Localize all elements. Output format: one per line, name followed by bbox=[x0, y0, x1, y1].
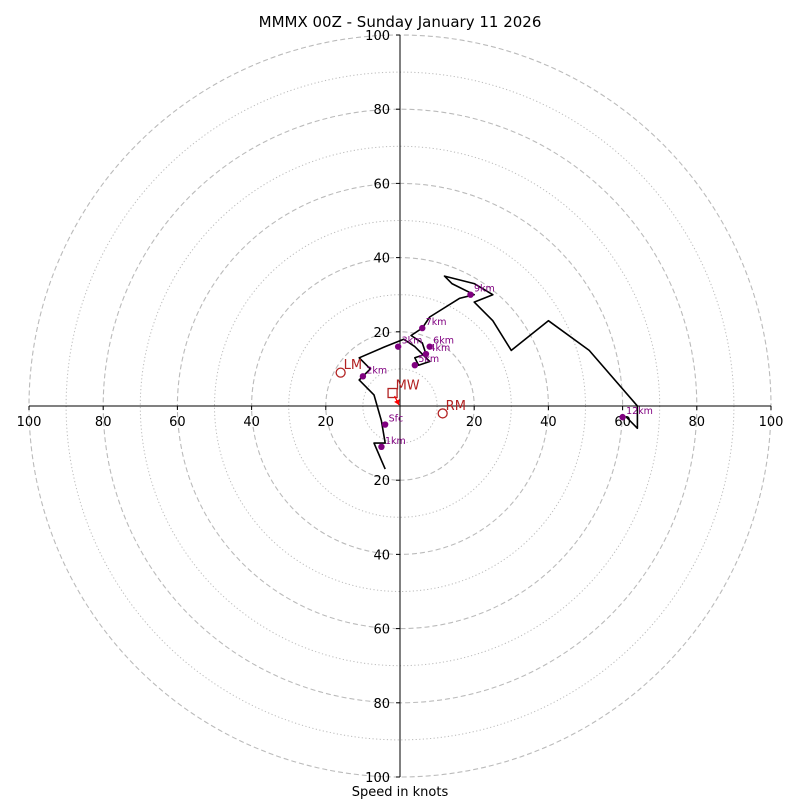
height-marker-point bbox=[394, 343, 402, 350]
storm-motion-label: LM bbox=[344, 358, 362, 373]
x-tick-label: 20 bbox=[318, 415, 335, 430]
y-tick-label: 100 bbox=[365, 771, 390, 786]
storm-motion-marker bbox=[387, 387, 398, 399]
height-marker-label: 9km bbox=[474, 284, 495, 295]
y-tick-label: 60 bbox=[373, 177, 390, 192]
storm-motion-marker bbox=[335, 367, 346, 378]
height-marker-label: 2km bbox=[366, 365, 387, 376]
height-marker-label: Sfc bbox=[389, 414, 404, 425]
x-axis-label: Speed in knots bbox=[352, 785, 449, 800]
storm-motion-marker bbox=[437, 408, 448, 419]
y-tick-label: 40 bbox=[373, 252, 390, 267]
height-marker-point bbox=[359, 373, 367, 380]
height-marker-label: 5km bbox=[418, 354, 439, 365]
height-marker-point bbox=[381, 421, 389, 428]
y-tick-label: 20 bbox=[373, 326, 390, 341]
height-marker-point bbox=[426, 343, 433, 350]
x-tick-label: 40 bbox=[243, 415, 260, 430]
height-marker-label: 6km bbox=[433, 336, 454, 347]
height-marker-point bbox=[619, 413, 626, 421]
height-marker-point bbox=[422, 350, 430, 358]
y-tick-label: 60 bbox=[373, 623, 390, 638]
y-tick-label: 100 bbox=[365, 29, 390, 44]
y-tick-label: 80 bbox=[373, 697, 390, 712]
x-tick-label: 100 bbox=[759, 415, 784, 430]
height-marker-point bbox=[378, 443, 385, 451]
x-tick-label: 80 bbox=[689, 415, 706, 430]
x-tick-label: 20 bbox=[466, 415, 483, 430]
height-marker-label: 3km bbox=[402, 336, 423, 347]
x-tick-label: 40 bbox=[540, 415, 557, 430]
axes bbox=[29, 35, 771, 777]
x-tick-label: 80 bbox=[95, 415, 112, 430]
storm-motion-label: MW bbox=[396, 379, 420, 394]
height-marker-label: 4km bbox=[429, 343, 450, 354]
y-tick-label: 80 bbox=[373, 103, 390, 118]
y-tick-label: 40 bbox=[373, 548, 390, 563]
x-tick-label: 100 bbox=[17, 415, 42, 430]
storm-motion-label: RM bbox=[446, 399, 466, 414]
storm-motions: LM RM MW bbox=[335, 358, 466, 419]
mean-wind-arrow-head bbox=[394, 399, 400, 405]
height-marker-point bbox=[411, 361, 419, 369]
height-marker-label: 1km bbox=[385, 436, 406, 447]
height-marker-point bbox=[467, 291, 474, 298]
height-marker-point bbox=[419, 324, 426, 332]
y-tick-label: 20 bbox=[373, 474, 390, 489]
chart-title: MMMX 00Z - Sunday January 11 2026 bbox=[259, 13, 542, 31]
tick-labels: 100 80 60 40 20 20 40 60 80 100 100 80 60 40 20 20 40 60 8… bbox=[17, 29, 784, 786]
x-tick-label: 60 bbox=[614, 415, 631, 430]
x-tick-label: 60 bbox=[169, 415, 186, 430]
height-marker-label: 7km bbox=[426, 317, 447, 328]
height-marker-label: 12km bbox=[626, 406, 653, 417]
